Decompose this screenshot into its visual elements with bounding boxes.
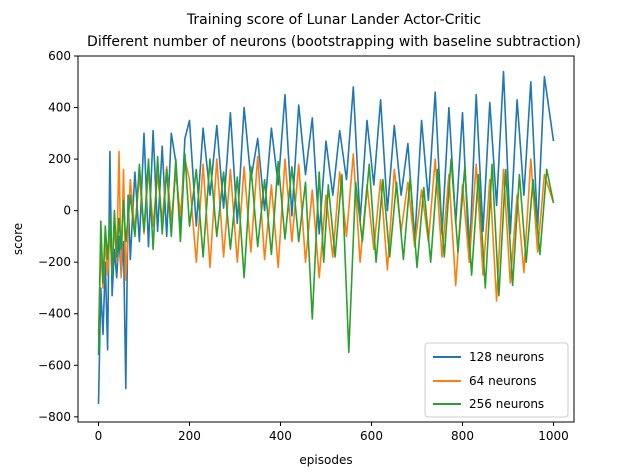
x-tick-label: 1000 — [538, 429, 569, 443]
series-layer — [97, 70, 555, 405]
legend-label-256: 256 neurons — [469, 397, 544, 411]
y-tick-label: 200 — [48, 152, 71, 166]
legend-label-128: 128 neurons — [469, 350, 544, 364]
y-tick-label: 0 — [63, 204, 71, 218]
y-tick-label: 400 — [48, 101, 71, 115]
x-tick-label: 400 — [269, 429, 292, 443]
y-axis: −800 −600 −400 −200 0 200 400 600 — [38, 49, 78, 424]
x-axis: 0 200 400 600 800 1000 — [95, 422, 569, 443]
x-tick-label: 800 — [451, 429, 474, 443]
y-axis-label: score — [11, 223, 25, 255]
x-tick-label: 0 — [95, 429, 103, 443]
x-tick-label: 200 — [178, 429, 201, 443]
legend-label-64: 64 neurons — [469, 374, 537, 388]
y-tick-label: −200 — [38, 255, 71, 269]
y-tick-label: −600 — [38, 358, 71, 372]
y-tick-label: −400 — [38, 307, 71, 321]
chart-title-line-1: Training score of Lunar Lander Actor-Cri… — [186, 12, 481, 28]
chart-title-line-2: Different number of neurons (bootstrappi… — [87, 34, 581, 50]
y-tick-label: 600 — [48, 49, 71, 63]
plot-frame — [77, 55, 575, 423]
legend-box — [424, 342, 569, 418]
legend: 128 neurons 64 neurons 256 neurons — [424, 342, 569, 418]
y-tick-label: −800 — [38, 410, 71, 424]
x-axis-label: episodes — [299, 453, 352, 467]
series-line-2 — [97, 153, 555, 356]
x-tick-label: 600 — [360, 429, 383, 443]
